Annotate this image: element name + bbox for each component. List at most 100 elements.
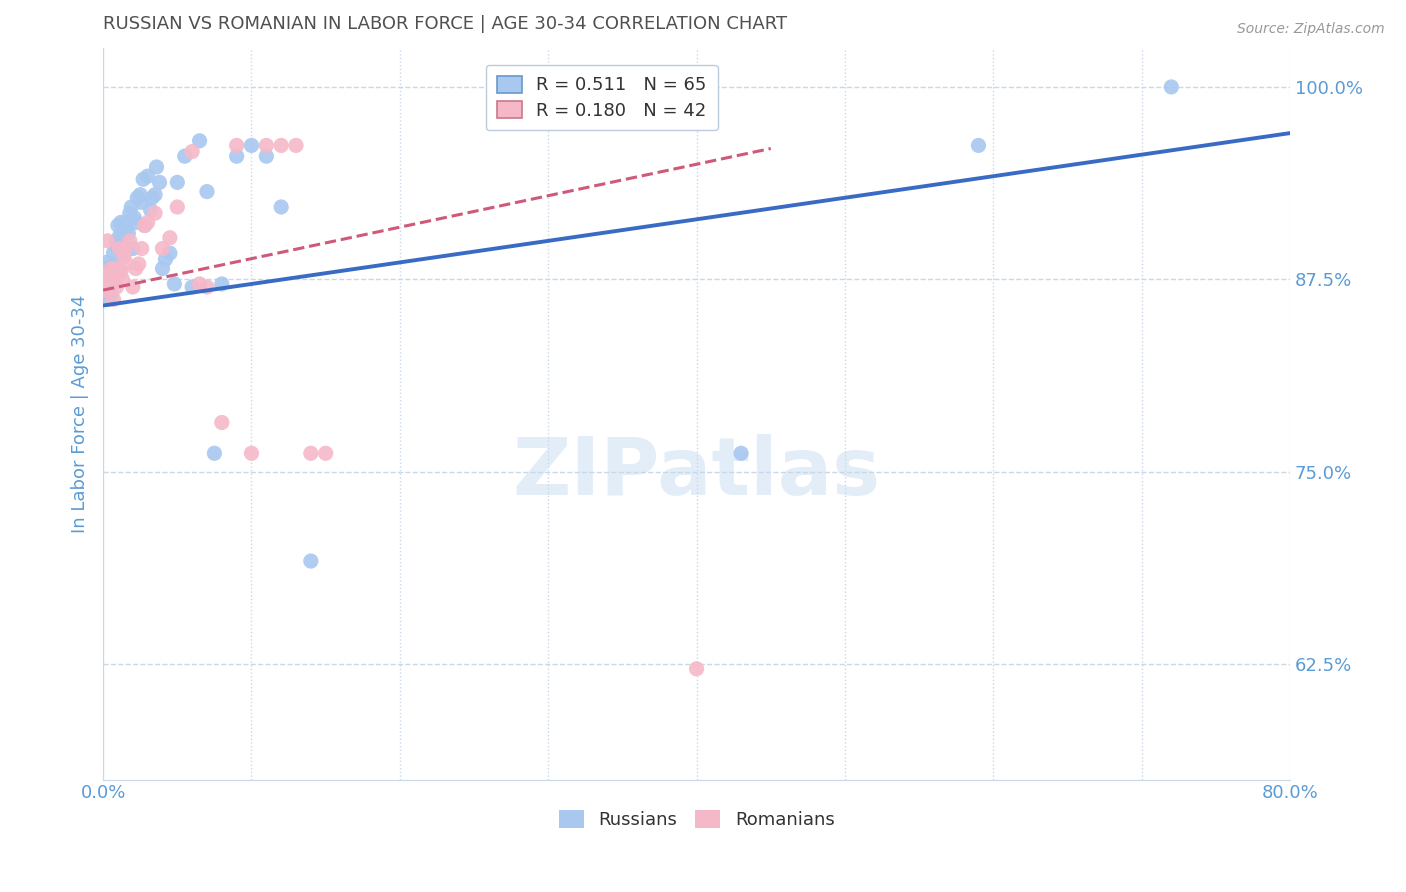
Point [181,145,204,159]
Point [120,200,142,214]
Point [94,277,117,291]
Point [285,138,308,153]
Point [97,272,120,286]
Point [299,554,322,568]
Point [100,280,122,294]
Point [134,219,156,233]
Point [101,268,124,282]
Point [108,229,131,244]
Point [159,231,181,245]
Point [240,138,263,153]
Point [166,200,188,214]
Point [94,268,117,282]
Point [166,175,188,189]
Point [195,185,218,199]
Point [117,226,139,240]
Point [110,236,132,251]
Point [127,191,149,205]
Legend: Russians, Romanians: Russians, Romanians [551,803,842,837]
Point [129,187,152,202]
Point [97,283,120,297]
Point [98,272,121,286]
Point [270,138,292,153]
Point [132,172,155,186]
Point [115,257,138,271]
Text: RUSSIAN VS ROMANIAN IN LABOR FORCE | AGE 30-34 CORRELATION CHART: RUSSIAN VS ROMANIAN IN LABOR FORCE | AGE… [103,15,787,33]
Point [152,261,174,276]
Point [111,272,134,286]
Point [155,252,177,267]
Point [112,249,135,263]
Point [118,234,141,248]
Point [110,215,132,229]
Point [299,446,322,460]
Point [225,138,247,153]
Point [104,261,127,276]
Point [211,416,233,430]
Point [121,280,143,294]
Y-axis label: In Labor Force | Age 30-34: In Labor Force | Age 30-34 [72,295,89,533]
Point [93,283,115,297]
Point [254,138,277,153]
Point [112,219,135,233]
Point [115,215,138,229]
Point [100,287,122,301]
Point [105,280,128,294]
Point [685,662,707,676]
Point [148,175,170,189]
Point [139,203,162,218]
Point [967,138,990,153]
Point [240,446,263,460]
Point [110,265,132,279]
Point [104,272,127,286]
Point [108,242,131,256]
Point [163,277,186,291]
Point [107,219,129,233]
Point [93,272,115,286]
Point [105,234,128,248]
Point [91,280,114,294]
Point [143,206,166,220]
Text: ZIPatlas: ZIPatlas [512,434,880,511]
Point [270,200,292,214]
Text: Source: ZipAtlas.com: Source: ZipAtlas.com [1237,22,1385,37]
Point [121,242,143,256]
Point [124,211,146,225]
Point [136,215,159,229]
Point [315,446,337,460]
Point [98,278,121,293]
Point [111,246,134,260]
Point [211,277,233,291]
Point [94,255,117,269]
Point [145,160,167,174]
Point [143,187,166,202]
Point [141,191,163,205]
Point [254,149,277,163]
Point [131,242,153,256]
Point [118,206,141,220]
Point [181,280,204,294]
Point [107,261,129,276]
Point [125,261,148,276]
Point [103,293,125,307]
Point [128,257,150,271]
Point [173,149,195,163]
Point [103,246,125,260]
Point [93,261,115,276]
Point [100,261,122,276]
Point [202,446,225,460]
Point [159,246,181,260]
Point [195,280,218,294]
Point [101,277,124,291]
Point [134,219,156,233]
Point [103,268,125,282]
Point [97,293,120,307]
Point [188,134,211,148]
Point [97,265,120,279]
Point [114,242,136,256]
Point [125,215,148,229]
Point [1160,79,1182,94]
Point [104,270,127,285]
Point [93,268,115,282]
Point [225,149,247,163]
